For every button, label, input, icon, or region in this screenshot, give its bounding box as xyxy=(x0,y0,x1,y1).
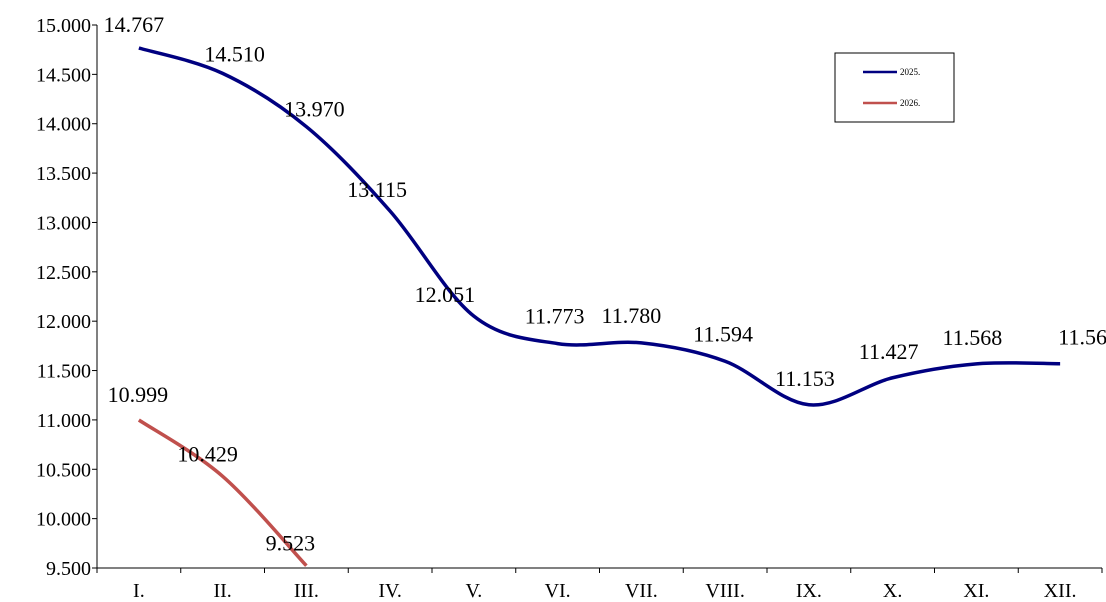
y-tick-label: 10.500 xyxy=(36,459,91,481)
legend-label: 2026. xyxy=(900,98,920,108)
x-tick-label: XI. xyxy=(963,580,989,602)
x-tick-label: II. xyxy=(213,580,231,602)
legend-label: 2025. xyxy=(900,67,920,77)
x-tick-label: XII. xyxy=(1044,580,1077,602)
x-tick-label: IV. xyxy=(378,580,402,602)
data-label: 13.970 xyxy=(284,97,345,122)
y-tick-label: 10.000 xyxy=(36,509,91,531)
x-tick-label: I. xyxy=(133,580,145,602)
axes xyxy=(92,24,1103,573)
data-label: 12.051 xyxy=(415,282,476,307)
x-tick-label: IX. xyxy=(796,580,822,602)
data-label: 11.773 xyxy=(525,304,585,329)
data-label: 11.568 xyxy=(943,325,1003,350)
x-tick-label: III. xyxy=(294,580,319,602)
y-tick-label: 12.500 xyxy=(36,262,91,284)
x-tick-label: VI. xyxy=(545,580,571,602)
y-tick-label: 11.000 xyxy=(37,410,91,432)
y-tick-label: 11.500 xyxy=(37,361,91,383)
data-label: 11.427 xyxy=(859,339,919,364)
data-label: 10.429 xyxy=(177,441,238,466)
y-tick-label: 15.000 xyxy=(36,15,91,37)
x-tick-label: V. xyxy=(465,580,482,602)
data-label: 13.115 xyxy=(347,177,407,202)
y-tick-label: 14.500 xyxy=(36,64,91,86)
y-tick-label: 13.500 xyxy=(36,163,91,185)
tick-labels: 9.500 10.000 10.500 11.000 11.500 12.000 12.50… xyxy=(36,15,1077,602)
y-tick-label: 9.500 xyxy=(46,558,91,580)
y-tick-label: 12.000 xyxy=(36,311,91,333)
data-labels: 14.767 14.510 13.970 13.115 12.051 11.773 11.7… xyxy=(104,12,1106,556)
data-label: 9.523 xyxy=(266,531,316,556)
series-line-2026 xyxy=(137,418,308,567)
data-label: 11.780 xyxy=(602,303,662,328)
data-label: 10.999 xyxy=(108,382,169,407)
x-tick-label: VIII. xyxy=(705,580,744,602)
data-label: 11.153 xyxy=(775,366,835,391)
y-tick-label: 13.000 xyxy=(36,212,91,234)
series-line-2025 xyxy=(138,46,1061,407)
data-label: 11.569 xyxy=(1058,325,1106,350)
x-tick-label: X. xyxy=(883,580,902,602)
data-label: 14.767 xyxy=(104,12,165,37)
data-label: 11.594 xyxy=(693,321,753,346)
legend: 2025. 2026. xyxy=(834,52,955,123)
legend-box xyxy=(834,52,955,123)
data-label: 14.510 xyxy=(204,41,265,66)
x-tick-label: VII. xyxy=(625,580,658,602)
series-lines xyxy=(137,46,1061,567)
y-tick-label: 14.000 xyxy=(36,114,91,136)
